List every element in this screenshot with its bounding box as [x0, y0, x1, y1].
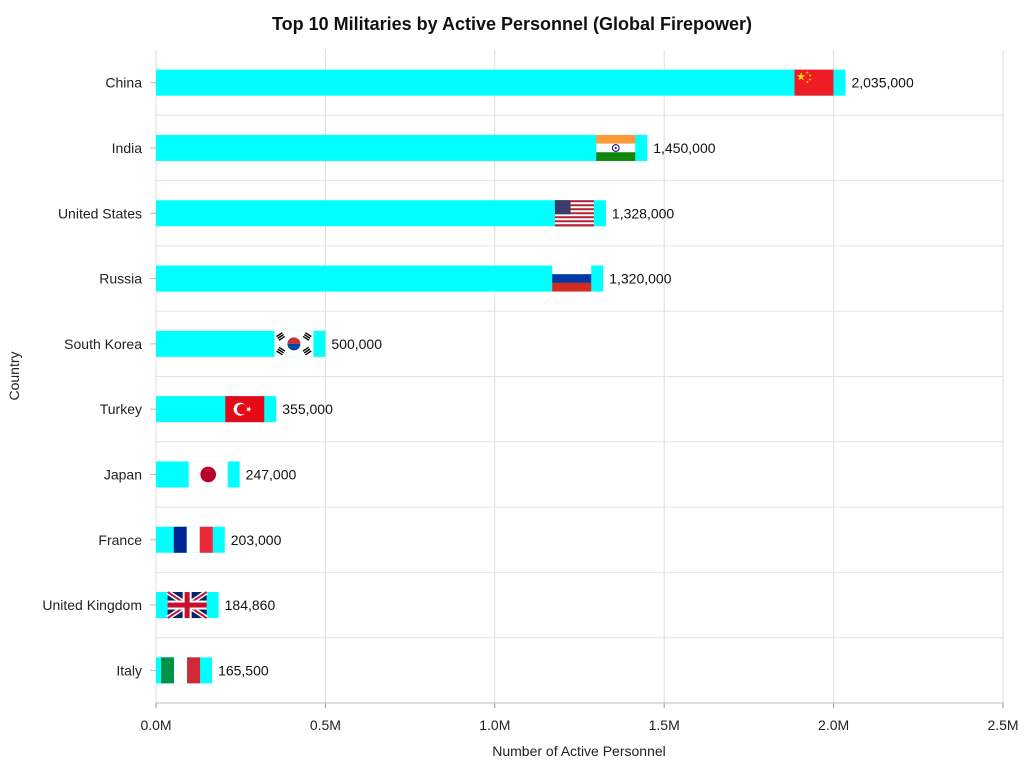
y-tick-label: United States — [58, 205, 142, 221]
x-tick-label: 1.5M — [649, 717, 680, 733]
x-axis-title: Number of Active Personnel — [492, 743, 666, 759]
italy-flag-icon — [161, 657, 201, 684]
russia-flag-icon — [552, 265, 592, 292]
bar — [156, 69, 846, 96]
bar — [156, 134, 648, 161]
y-tick-label: Turkey — [100, 401, 142, 417]
bar — [156, 200, 606, 227]
y-tick-label: China — [105, 75, 142, 91]
bar-value-label: 247,000 — [246, 466, 297, 482]
x-tick-label: 2.5M — [987, 717, 1018, 733]
japan-flag-icon — [188, 461, 228, 488]
bars-layer: 2,035,000 China 1,450,000 India 1,328,000 Uni… — [42, 69, 914, 684]
turkey-flag-icon — [225, 396, 265, 423]
bar-value-label: 500,000 — [331, 336, 382, 352]
bar-value-label: 355,000 — [282, 401, 333, 417]
y-tick-label: Italy — [116, 662, 142, 678]
bar-value-label: 1,328,000 — [612, 205, 674, 221]
y-tick-label: South Korea — [64, 336, 142, 352]
south-korea-flag-icon — [274, 330, 314, 357]
uk-flag-icon — [166, 589, 209, 621]
china-flag-icon — [794, 69, 834, 96]
bar-value-label: 165,500 — [218, 662, 269, 678]
x-tick-label: 2.0M — [818, 717, 849, 733]
bar-value-label: 1,320,000 — [609, 271, 671, 287]
bar-value-label: 2,035,000 — [851, 75, 913, 91]
bar-value-label: 184,860 — [225, 597, 276, 613]
bar-value-label: 203,000 — [231, 532, 282, 548]
y-axis-title: Country — [6, 351, 22, 400]
france-flag-icon — [173, 526, 213, 553]
y-tick-label: France — [98, 532, 142, 548]
india-flag-icon — [596, 134, 636, 161]
y-tick-label: Russia — [99, 271, 142, 287]
y-tick-label: United Kingdom — [42, 597, 142, 613]
y-tick-label: India — [112, 140, 143, 156]
x-tick-label: 0.0M — [140, 717, 171, 733]
y-tick-label: Japan — [104, 466, 142, 482]
bar — [156, 265, 604, 292]
x-tick-label: 1.0M — [479, 717, 510, 733]
chart-title: Top 10 Militaries by Active Personnel (G… — [272, 14, 752, 34]
x-tick-label: 0.5M — [310, 717, 341, 733]
bar-value-label: 1,450,000 — [653, 140, 715, 156]
gridlines: 0.0M 0.5M 1.0M 1.5M 2.0M 2.5M — [140, 50, 1019, 733]
usa-flag-icon — [554, 200, 594, 227]
